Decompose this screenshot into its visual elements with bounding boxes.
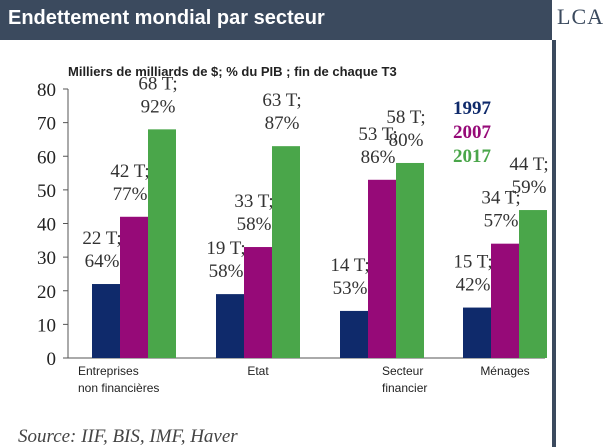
y-tick-label: 0	[47, 349, 57, 370]
category-label: Ménages	[480, 364, 529, 378]
bar-2007-1	[244, 247, 272, 358]
y-tick-label: 80	[37, 80, 56, 101]
bar-2017-3	[519, 210, 547, 358]
y-tick-label: 10	[37, 315, 56, 336]
data-label: 53 T; 86%	[358, 124, 397, 168]
legend-2017: 2017	[453, 146, 492, 167]
category-label: Entreprises non financières	[78, 364, 159, 395]
data-label: 14 T; 53%	[330, 255, 369, 299]
title-bar: Endettement mondial par secteur	[0, 0, 552, 40]
bar-2007-0	[120, 216, 148, 358]
source-note: Source: IIF, BIS, IMF, Haver	[18, 426, 238, 447]
chart-title: Endettement mondial par secteur	[8, 7, 325, 29]
bar-2017-1	[272, 146, 300, 358]
category-label: Etat	[247, 364, 269, 378]
legend-1997: 1997	[453, 98, 492, 119]
y-tick-label: 40	[37, 215, 56, 236]
y-tick-label: 70	[37, 114, 56, 135]
data-label: 44 T; 59%	[509, 154, 548, 198]
bar-2017-0	[148, 129, 176, 358]
data-label: 34 T; 57%	[481, 188, 520, 232]
bar-2007-3	[491, 243, 519, 358]
y-tick-label: 20	[37, 282, 56, 303]
data-label: 33 T; 58%	[234, 191, 273, 235]
data-label: 22 T; 64%	[82, 228, 121, 272]
lca-logo: LCA	[553, 0, 604, 40]
chart-subtitle: Milliers de milliards de $; % du PIB ; f…	[68, 64, 397, 79]
y-tick-label: 50	[37, 181, 56, 202]
bar-2007-2	[368, 179, 396, 358]
y-tick-label: 60	[37, 147, 56, 168]
data-label: 19 T; 58%	[206, 238, 245, 282]
bar-1997-0	[92, 284, 120, 358]
data-label: 42 T; 77%	[110, 161, 149, 205]
data-label: 68 T; 92%	[138, 73, 177, 117]
bar-1997-3	[463, 307, 491, 358]
frame-edge	[552, 40, 556, 447]
data-label: 15 T; 42%	[453, 252, 492, 296]
data-label: 58 T; 80%	[386, 107, 425, 151]
legend-2007: 2007	[453, 122, 492, 143]
y-tick-label: 30	[37, 248, 56, 269]
data-label: 63 T; 87%	[262, 90, 301, 134]
bar-2017-2	[396, 162, 424, 358]
logo-text: LCA	[557, 4, 604, 29]
bar-1997-1	[216, 294, 244, 358]
bar-chart: 0 10 20 30 40 50 60 70 80 22 T; 64% 19 T; 58% 14 T; 53…	[37, 73, 549, 395]
bar-1997-2	[340, 310, 368, 358]
category-label: Secteur financier	[382, 364, 427, 395]
